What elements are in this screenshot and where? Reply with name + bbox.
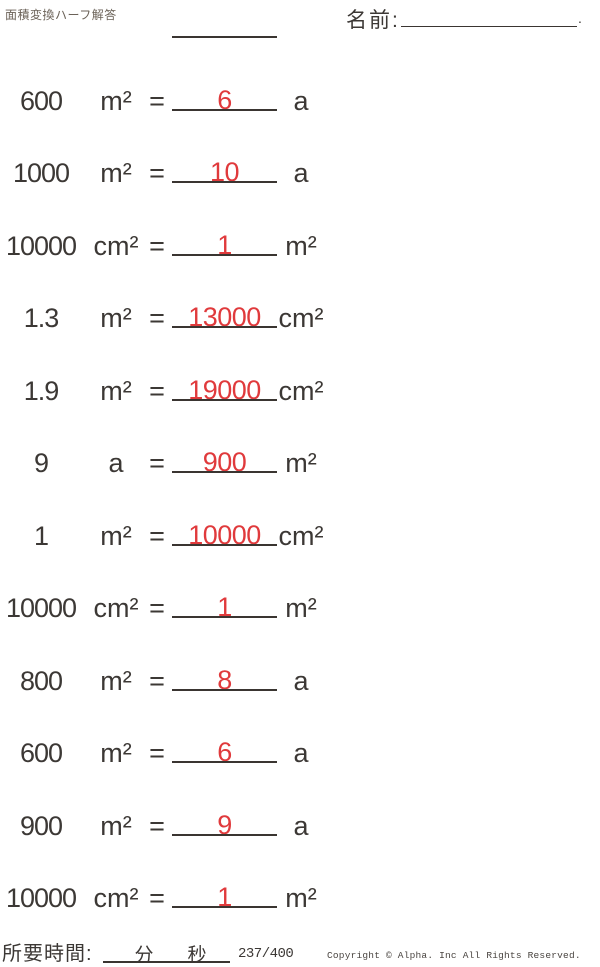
equals-sign: = xyxy=(149,738,165,769)
problem-unit-from: a xyxy=(108,448,124,479)
problem-unit-to: m² xyxy=(285,883,317,913)
problem-unit-to: m² xyxy=(285,593,317,624)
problem-unit-from: m² xyxy=(100,375,132,406)
answer-underline xyxy=(172,326,277,329)
answer-underline xyxy=(172,833,277,836)
problem-value: 10000 xyxy=(5,230,77,261)
problem-value: 1 xyxy=(33,520,49,551)
equals-sign: = xyxy=(149,810,165,841)
problem-row: 1000 m² = 10 a xyxy=(0,134,600,194)
problem-unit-from: m² xyxy=(100,303,132,334)
problem-row: 600 m² = 6 a xyxy=(0,62,600,122)
problem-value: 10000 xyxy=(5,883,77,913)
problem-unit-from: m² xyxy=(100,158,132,189)
problem-answer: 900 xyxy=(202,447,247,478)
equals-sign: = xyxy=(149,375,165,406)
problem-row: 1 m² = 10000 cm² xyxy=(0,497,600,557)
problem-answer: 1 xyxy=(217,229,232,260)
equals-sign: = xyxy=(149,520,165,551)
problem-unit-from: m² xyxy=(100,810,132,841)
problem-answer: 6 xyxy=(217,85,232,115)
problem-unit-from: cm² xyxy=(93,593,139,624)
problem-answer: 6 xyxy=(217,737,232,768)
name-label: 名前: xyxy=(346,9,400,32)
problem-row: 800 m² = 8 a xyxy=(0,642,600,702)
problem-value: 10000 xyxy=(5,593,77,624)
problem-value: 600 xyxy=(19,738,63,769)
equals-sign: = xyxy=(149,230,165,261)
problem-value: 600 xyxy=(19,86,63,116)
problem-value: 1.9 xyxy=(23,375,60,406)
equals-sign: = xyxy=(149,593,165,624)
problem-answer: 1 xyxy=(217,592,232,623)
problem-row: 10000 cm² = 1 m² xyxy=(0,859,600,919)
equals-sign: = xyxy=(149,303,165,334)
page-indicator: 237/400 xyxy=(238,946,294,962)
answer-underline xyxy=(172,906,277,908)
problem-unit-to: a xyxy=(293,158,309,189)
problem-unit-to: a xyxy=(293,738,309,769)
problem-value: 9 xyxy=(33,448,49,479)
problem-unit-to: m² xyxy=(285,448,317,479)
problem-answer: 13000 xyxy=(188,302,261,333)
problem-unit-to: cm² xyxy=(278,375,324,406)
answer-underline xyxy=(172,688,277,691)
equals-sign: = xyxy=(149,448,165,479)
problem-row: 900 m² = 9 a xyxy=(0,787,600,847)
problem-unit-from: m² xyxy=(100,665,132,696)
problem-answer: 9 xyxy=(217,809,232,840)
problem-row: 1.9 m² = 19000 cm² xyxy=(0,352,600,412)
problem-answer: 1 xyxy=(217,882,232,912)
cutoff-answer-underline xyxy=(172,36,277,38)
time-required-label: 所要時間: xyxy=(2,943,93,965)
problem-unit-from: cm² xyxy=(93,883,139,913)
problem-row: 1.3 m² = 13000 cm² xyxy=(0,279,600,339)
answer-underline xyxy=(172,616,277,619)
name-line-dot: . xyxy=(578,10,582,26)
problem-answer: 10 xyxy=(209,157,240,188)
answer-underline xyxy=(172,471,277,474)
equals-sign: = xyxy=(149,158,165,189)
problem-unit-to: m² xyxy=(285,230,317,261)
problem-unit-to: a xyxy=(293,86,309,116)
problem-unit-to: cm² xyxy=(278,520,324,551)
problem-row: 9 a = 900 m² xyxy=(0,424,600,484)
problem-unit-to: a xyxy=(293,665,309,696)
problem-unit-to: cm² xyxy=(278,303,324,334)
equals-sign: = xyxy=(149,883,165,913)
answer-underline xyxy=(172,181,277,184)
answer-underline xyxy=(172,398,277,401)
worksheet-title: 面積変換ハーフ解答 xyxy=(5,8,117,22)
problem-unit-to: a xyxy=(293,810,309,841)
equals-sign: = xyxy=(149,665,165,696)
seconds-label: 秒 xyxy=(187,945,207,966)
problem-unit-from: m² xyxy=(100,738,132,769)
answer-underline xyxy=(172,109,277,111)
problem-unit-from: m² xyxy=(100,520,132,551)
problem-value: 900 xyxy=(19,810,63,841)
problem-row: 10000 cm² = 1 m² xyxy=(0,207,600,267)
equals-sign: = xyxy=(149,86,165,116)
problem-value: 1.3 xyxy=(23,303,60,334)
answer-underline xyxy=(172,253,277,256)
problem-value: 1000 xyxy=(12,158,70,189)
minutes-label: 分 xyxy=(134,945,154,966)
name-underline xyxy=(401,26,577,27)
problem-answer: 19000 xyxy=(188,374,261,405)
problem-answer: 8 xyxy=(217,664,232,695)
problem-unit-from: m² xyxy=(100,86,132,116)
problem-row: 600 m² = 6 a xyxy=(0,714,600,774)
time-underline xyxy=(103,961,230,963)
problem-row: 10000 cm² = 1 m² xyxy=(0,569,600,629)
problem-unit-from: cm² xyxy=(93,230,139,261)
problem-answer: 10000 xyxy=(188,519,261,550)
answer-underline xyxy=(172,761,277,764)
problem-value: 800 xyxy=(19,665,63,696)
answer-underline xyxy=(172,543,277,546)
copyright-notice: Copyright © Alpha. Inc All Rights Reserv… xyxy=(327,950,581,961)
